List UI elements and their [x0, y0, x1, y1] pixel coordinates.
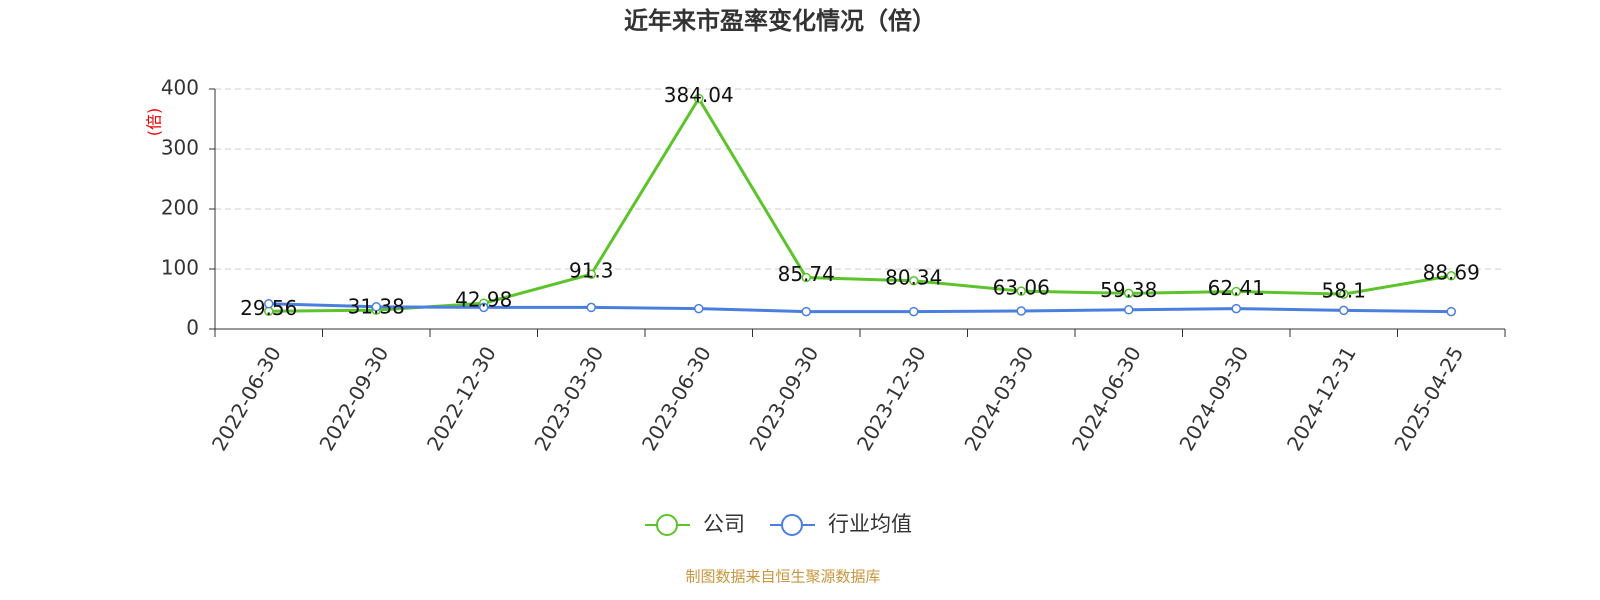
legend-marker [781, 514, 803, 536]
x-tick-label: 2022-09-30 [314, 342, 393, 455]
data-point [801, 306, 811, 317]
x-tick-label: 2024-09-30 [1174, 342, 1253, 455]
data-point [586, 269, 596, 279]
x-tick-label: 2022-06-30 [207, 342, 286, 455]
source-note: 制图数据来自恒生聚源数据库 [685, 568, 880, 586]
data-point [1231, 286, 1241, 297]
y-tick-label: 300 [161, 136, 199, 160]
data-point [694, 303, 704, 314]
chart-title: 近年来市盈率变化情况（倍） [624, 7, 936, 35]
data-point [909, 276, 919, 286]
data-point [1446, 271, 1456, 281]
data-label: 29.56 [240, 296, 297, 320]
data-label: 31.38 [348, 295, 405, 319]
data-label: 62.41 [1208, 276, 1265, 300]
data-label: 63.06 [993, 276, 1050, 300]
data-point [1016, 306, 1026, 316]
legend-label: 公司 [703, 512, 745, 536]
x-tick-label: 2024-06-30 [1067, 342, 1146, 455]
data-label: 384.04 [664, 83, 734, 107]
data-label: 42.98 [455, 288, 512, 312]
data-point [1016, 286, 1026, 296]
y-tick-label: 200 [161, 196, 199, 220]
legend-label: 行业均值 [828, 512, 912, 536]
data-label: 91.3 [569, 259, 614, 283]
x-tick-label: 2023-06-30 [637, 342, 716, 455]
data-point [479, 302, 489, 313]
data-label: 88.69 [1423, 260, 1480, 284]
x-tick-label: 2023-12-30 [852, 342, 931, 455]
data-point [1231, 303, 1241, 314]
y-axis-label: (倍) [145, 108, 164, 137]
x-tick-label: 2023-03-30 [529, 342, 608, 455]
y-tick-label: 100 [161, 256, 199, 280]
data-label: 80.34 [885, 265, 942, 289]
data-point [801, 272, 811, 283]
data-point [1339, 289, 1349, 299]
x-tick-label: 2022-12-30 [422, 342, 501, 455]
x-tick-label: 2023-09-30 [744, 342, 823, 455]
data-label: 59.38 [1100, 278, 1157, 302]
data-label: 85.74 [778, 262, 835, 286]
data-point [1124, 288, 1134, 299]
data-point [909, 306, 919, 317]
x-tick-label: 2024-12-31 [1282, 342, 1361, 455]
legend-marker [656, 514, 678, 536]
x-tick-label: 2024-03-30 [959, 342, 1038, 455]
data-point [264, 299, 274, 309]
x-tick-label: 2025-04-25 [1389, 342, 1468, 455]
y-tick-label: 0 [186, 316, 199, 340]
data-point [1339, 305, 1349, 316]
series-line [268, 302, 1452, 314]
data-point [694, 93, 704, 104]
series-line [268, 95, 1452, 313]
data-label: 58.1 [1321, 279, 1366, 303]
data-point [1124, 305, 1134, 315]
y-tick-label: 400 [161, 76, 199, 100]
data-point [1446, 306, 1456, 317]
data-point [371, 302, 381, 312]
data-point [586, 302, 596, 313]
